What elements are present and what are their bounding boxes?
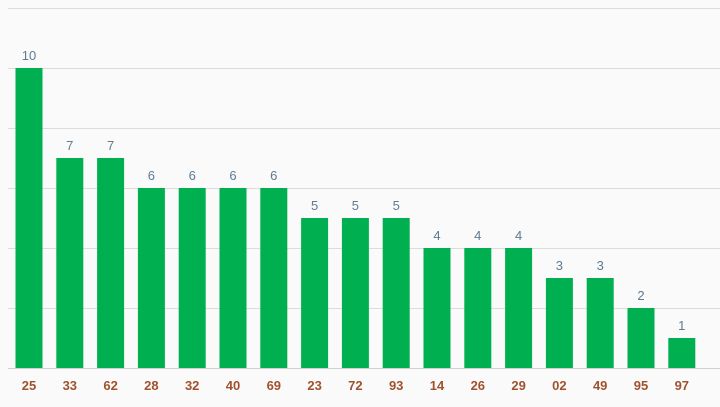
bar xyxy=(423,248,451,368)
bar xyxy=(97,158,125,368)
bar-value-label: 5 xyxy=(393,198,400,213)
bar xyxy=(505,248,533,368)
bar xyxy=(586,278,614,368)
x-tick-label: 02 xyxy=(552,378,566,393)
bars xyxy=(15,68,696,368)
bar xyxy=(15,68,43,368)
bar-value-label: 1 xyxy=(678,318,685,333)
bar xyxy=(260,188,288,368)
x-tick-label: 40 xyxy=(226,378,240,393)
bar xyxy=(219,188,247,368)
bar xyxy=(301,218,329,368)
x-tick-label: 95 xyxy=(634,378,648,393)
bar-value-label: 6 xyxy=(189,168,196,183)
x-tick-label: 25 xyxy=(22,378,36,393)
bar-value-label: 4 xyxy=(515,228,522,243)
bar xyxy=(382,218,410,368)
bar xyxy=(56,158,84,368)
x-tick-label: 33 xyxy=(63,378,77,393)
bar-value-label: 6 xyxy=(148,168,155,183)
bar-value-label: 5 xyxy=(311,198,318,213)
bar-value-label: 6 xyxy=(229,168,236,183)
bar xyxy=(137,188,165,368)
bar-value-label: 6 xyxy=(270,168,277,183)
x-tick-label: 32 xyxy=(185,378,199,393)
bar xyxy=(627,308,655,368)
x-tick-label: 69 xyxy=(267,378,281,393)
bar xyxy=(464,248,492,368)
x-tick-label: 23 xyxy=(307,378,321,393)
x-tick-label: 49 xyxy=(593,378,607,393)
x-tick-label: 29 xyxy=(511,378,525,393)
bar-value-label: 10 xyxy=(22,48,36,63)
x-tick-label: 14 xyxy=(430,378,445,393)
bar xyxy=(178,188,206,368)
data-labels: 10 7 7 6 6 6 6 5 5 5 4 4 4 3 3 2 1 xyxy=(22,48,686,333)
x-axis-tick-labels: 25 33 62 28 32 40 69 23 72 93 14 26 29 02 49 95 97 xyxy=(22,378,689,393)
bar-value-label: 3 xyxy=(597,258,604,273)
bar xyxy=(341,218,369,368)
x-tick-label: 28 xyxy=(144,378,158,393)
x-tick-label: 72 xyxy=(348,378,362,393)
x-tick-label: 62 xyxy=(103,378,117,393)
bar-value-label: 4 xyxy=(474,228,481,243)
bar-value-label: 4 xyxy=(433,228,440,243)
bar xyxy=(668,338,696,368)
bar-value-label: 3 xyxy=(556,258,563,273)
bar-value-label: 5 xyxy=(352,198,359,213)
bar-value-label: 2 xyxy=(637,288,644,303)
bar-value-label: 7 xyxy=(66,138,73,153)
bar-value-label: 7 xyxy=(107,138,114,153)
x-tick-label: 93 xyxy=(389,378,403,393)
x-tick-label: 26 xyxy=(471,378,485,393)
bar xyxy=(545,278,573,368)
x-tick-label: 97 xyxy=(675,378,689,393)
